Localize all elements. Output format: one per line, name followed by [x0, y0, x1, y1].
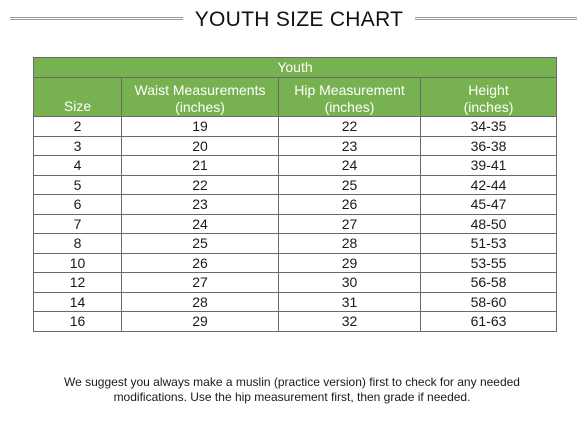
cell-height: 61-63	[420, 311, 557, 332]
column-header-waist-line1: Waist Measurements	[134, 82, 266, 98]
cell-size: 5	[33, 174, 122, 195]
cell-hip: 31	[278, 291, 421, 312]
table-row: 6 23 26 45-47	[33, 194, 557, 215]
page-title: YOUTH SIZE CHART	[194, 8, 404, 31]
cell-height: 34-35	[420, 116, 557, 137]
cell-waist: 20	[121, 135, 279, 156]
cell-size: 6	[33, 194, 122, 215]
table-body: 2 19 22 34-35 3 20 23 36-38 4 21 24 39-4…	[33, 116, 557, 332]
cell-waist: 23	[121, 194, 279, 215]
cell-height: 36-38	[420, 135, 557, 156]
cell-height: 42-44	[420, 174, 557, 195]
column-header-hip-line2: (inches)	[324, 99, 375, 115]
cell-hip: 24	[278, 155, 421, 176]
table-row: 7 24 27 48-50	[33, 213, 557, 234]
table-row: 16 29 32 61-63	[33, 311, 557, 332]
cell-height: 39-41	[420, 155, 557, 176]
cell-waist: 22	[121, 174, 279, 195]
fitting-note-line2: modifications. Use the hip measurement f…	[113, 390, 471, 404]
table-row: 14 28 31 58-60	[33, 291, 557, 312]
table-row: 10 26 29 53-55	[33, 252, 557, 273]
cell-size: 14	[33, 291, 122, 312]
column-header-waist-line2: (inches)	[175, 99, 225, 115]
cell-size: 2	[33, 116, 122, 137]
cell-size: 10	[33, 252, 122, 273]
column-header-height: Height (inches)	[420, 77, 557, 117]
cell-height: 51-53	[420, 233, 557, 254]
cell-height: 56-58	[420, 272, 557, 293]
cell-waist: 24	[121, 213, 279, 234]
cell-size: 4	[33, 155, 122, 176]
cell-waist: 27	[121, 272, 279, 293]
cell-waist: 25	[121, 233, 279, 254]
column-header-height-line2: (inches)	[463, 99, 514, 115]
table-column-header-row: Size Waist Measurements (inches) Hip Mea…	[33, 77, 557, 117]
cell-height: 58-60	[420, 291, 557, 312]
title-rule-left	[10, 17, 183, 20]
cell-waist: 21	[121, 155, 279, 176]
fitting-note-line1: We suggest you always make a muslin (pra…	[64, 375, 520, 389]
cell-waist: 29	[121, 311, 279, 332]
title-rule-right	[415, 17, 577, 20]
table-row: 12 27 30 56-58	[33, 272, 557, 293]
cell-hip: 25	[278, 174, 421, 195]
cell-hip: 32	[278, 311, 421, 332]
table-row: 8 25 28 51-53	[33, 233, 557, 254]
table-row: 4 21 24 39-41	[33, 155, 557, 176]
table-row: 2 19 22 34-35	[33, 116, 557, 137]
cell-waist: 19	[121, 116, 279, 137]
fitting-note: We suggest you always make a muslin (pra…	[20, 375, 564, 405]
cell-hip: 26	[278, 194, 421, 215]
column-header-size-label: Size	[63, 98, 92, 114]
cell-height: 45-47	[420, 194, 557, 215]
cell-size: 3	[33, 135, 122, 156]
table-group-header-row: Youth	[33, 57, 557, 78]
cell-hip: 22	[278, 116, 421, 137]
cell-size: 16	[33, 311, 122, 332]
column-header-hip-line1: Hip Measurement	[294, 82, 405, 98]
cell-hip: 29	[278, 252, 421, 273]
cell-size: 8	[33, 233, 122, 254]
size-chart-table: Youth Size Waist Measurements (inches) H…	[33, 57, 557, 332]
cell-waist: 26	[121, 252, 279, 273]
cell-hip: 28	[278, 233, 421, 254]
cell-hip: 27	[278, 213, 421, 234]
title-row: YOUTH SIZE CHART	[0, 0, 584, 44]
column-header-waist: Waist Measurements (inches)	[121, 77, 279, 117]
table-row: 3 20 23 36-38	[33, 135, 557, 156]
cell-waist: 28	[121, 291, 279, 312]
cell-size: 7	[33, 213, 122, 234]
cell-hip: 30	[278, 272, 421, 293]
cell-height: 53-55	[420, 252, 557, 273]
cell-height: 48-50	[420, 213, 557, 234]
cell-size: 12	[33, 272, 122, 293]
column-header-height-line1: Height	[468, 82, 509, 98]
cell-hip: 23	[278, 135, 421, 156]
column-header-hip: Hip Measurement (inches)	[278, 77, 421, 117]
table-row: 5 22 25 42-44	[33, 174, 557, 195]
column-header-size: Size	[33, 77, 122, 117]
group-header-youth: Youth	[33, 57, 557, 78]
